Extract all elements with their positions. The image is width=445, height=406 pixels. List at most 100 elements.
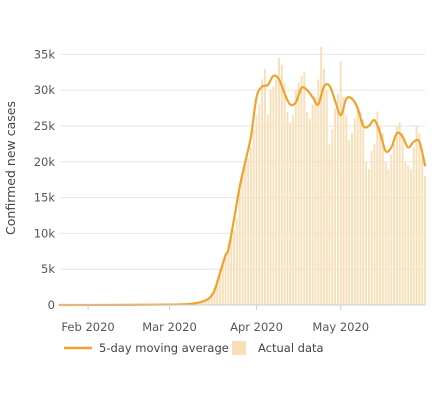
actual-data-bar	[207, 297, 210, 305]
actual-data-bar	[351, 133, 353, 305]
actual-data-bar	[233, 229, 236, 305]
actual-data-bar	[401, 133, 404, 305]
actual-data-bars	[168, 47, 426, 306]
actual-data-bar	[365, 161, 367, 305]
actual-data-bar	[261, 79, 264, 305]
actual-data-bar	[303, 72, 306, 305]
actual-data-bar	[266, 115, 269, 305]
moving-average-line	[58, 74, 427, 307]
actual-data-bar	[294, 90, 297, 305]
y-tick-label: 10k	[34, 226, 56, 240]
x-tick-label: May 2020	[312, 320, 369, 334]
actual-data-bar	[247, 158, 250, 305]
actual-data-bar	[314, 97, 317, 305]
actual-data-bar	[359, 111, 362, 306]
actual-data-bar	[244, 165, 247, 305]
actual-data-bar	[421, 154, 424, 305]
actual-data-bar	[275, 79, 278, 305]
actual-data-bar	[373, 143, 376, 305]
actual-data-bar	[216, 279, 219, 305]
actual-data-bar	[398, 122, 401, 305]
actual-data-bar	[387, 168, 390, 305]
actual-data-bar	[278, 57, 280, 305]
actual-data-bar	[348, 140, 351, 305]
actual-data-bar	[404, 161, 407, 305]
actual-data-bar	[317, 79, 320, 305]
actual-data-bar	[297, 82, 300, 305]
y-tick-label: 30k	[34, 83, 56, 97]
actual-data-bar	[255, 115, 258, 305]
actual-data-bar	[325, 90, 328, 305]
actual-data-bar	[249, 147, 252, 305]
actual-data-bar	[353, 118, 356, 305]
actual-data-bar	[280, 65, 283, 305]
actual-data-bar	[286, 111, 289, 306]
actual-data-bar	[308, 118, 311, 305]
x-tick-label: Feb 2020	[61, 320, 114, 334]
actual-data-bar	[345, 115, 348, 305]
actual-data-bar	[272, 86, 275, 305]
actual-data-bar	[342, 97, 345, 305]
actual-data-bar	[418, 133, 421, 305]
axes: 0 5k 10k 15k 20k 25k 30k 35k Feb 2020 Mar 2020 Apr…	[34, 47, 425, 334]
actual-data-bar	[311, 104, 314, 306]
actual-data-bar	[235, 219, 238, 305]
actual-data-bar	[322, 68, 325, 306]
actual-data-bar	[379, 125, 382, 305]
actual-data-bar	[210, 293, 213, 305]
y-tick-label: 35k	[34, 47, 56, 61]
legend-bar-swatch	[232, 341, 246, 355]
y-tick-label: 25k	[34, 119, 56, 133]
actual-data-bar	[415, 125, 418, 305]
actual-data-bar	[328, 143, 331, 305]
actual-data-bar	[381, 133, 384, 305]
actual-data-bar	[292, 115, 294, 305]
actual-data-bar	[264, 68, 266, 306]
actual-data-bar	[384, 161, 387, 305]
actual-data-bar	[356, 108, 359, 305]
legend-label: 5-day moving average	[99, 341, 229, 355]
actual-data-bar	[410, 168, 412, 305]
actual-data-bar	[269, 90, 272, 305]
actual-data-bar	[339, 61, 342, 305]
actual-data-bar	[337, 93, 339, 305]
y-axis-title: Confirmed new cases	[3, 101, 18, 235]
actual-data-bar	[252, 129, 255, 305]
actual-data-bar	[334, 108, 337, 305]
x-tick-label: Apr 2020	[230, 320, 283, 334]
actual-data-bar	[320, 47, 323, 305]
legend-item-moving-average[interactable]: 5-day moving average	[64, 341, 229, 355]
actual-data-bar	[241, 172, 244, 305]
actual-data-bar	[283, 82, 286, 305]
moving-average-line-group	[58, 74, 427, 307]
actual-data-bar	[424, 176, 426, 305]
actual-data-bar	[331, 129, 334, 305]
actual-data-bar	[258, 104, 261, 306]
actual-data-bar	[230, 233, 233, 305]
actual-data-bar	[393, 143, 396, 305]
y-tick-label: 15k	[34, 191, 56, 205]
actual-data-bar	[238, 183, 241, 305]
legend-item-actual-data[interactable]: Actual data	[232, 341, 324, 355]
actual-data-bar	[224, 254, 227, 305]
y-tick-label: 0	[48, 298, 55, 312]
y-tick-label: 20k	[34, 155, 56, 169]
actual-data-bar	[221, 262, 224, 305]
actual-data-bar	[370, 151, 373, 305]
actual-data-bar	[300, 75, 303, 305]
actual-data-bar	[227, 244, 230, 305]
y-tick-label: 5k	[41, 262, 55, 276]
actual-data-bar	[395, 125, 398, 305]
actual-data-bar	[213, 287, 216, 305]
actual-data-bar	[390, 154, 393, 305]
x-tick-label: Mar 2020	[142, 320, 197, 334]
actual-data-bar	[289, 122, 292, 305]
actual-data-bar	[362, 118, 365, 305]
actual-data-bar	[219, 269, 221, 305]
actual-data-bar	[205, 299, 207, 305]
actual-data-bar	[306, 111, 309, 306]
actual-data-bar	[407, 165, 410, 305]
legend[interactable]: 5-day moving average Actual data	[64, 341, 324, 355]
